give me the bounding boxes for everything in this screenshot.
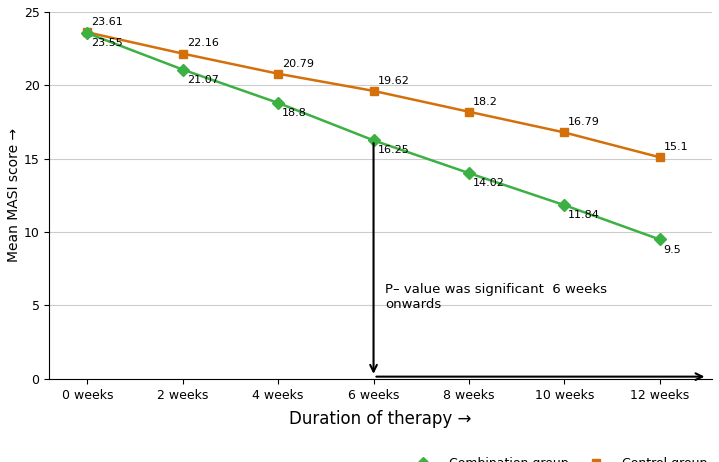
Text: 16.79: 16.79 xyxy=(568,117,600,128)
Text: 23.61: 23.61 xyxy=(91,17,123,27)
Text: 20.79: 20.79 xyxy=(282,59,314,68)
Text: 11.84: 11.84 xyxy=(568,210,600,220)
Text: 21.07: 21.07 xyxy=(187,75,219,85)
Text: 18.8: 18.8 xyxy=(282,108,307,118)
Y-axis label: Mean MASI score →: Mean MASI score → xyxy=(7,128,21,262)
Text: 23.55: 23.55 xyxy=(91,38,123,49)
Text: 9.5: 9.5 xyxy=(664,244,681,255)
Text: 22.16: 22.16 xyxy=(187,38,219,49)
Text: 18.2: 18.2 xyxy=(472,97,498,107)
X-axis label: Duration of therapy →: Duration of therapy → xyxy=(290,410,472,428)
Text: 19.62: 19.62 xyxy=(377,76,409,86)
Text: 15.1: 15.1 xyxy=(664,142,688,152)
Text: P– value was significant  6 weeks
onwards: P– value was significant 6 weeks onwards xyxy=(385,284,607,311)
Text: 14.02: 14.02 xyxy=(472,178,505,188)
Text: 16.25: 16.25 xyxy=(377,146,409,156)
Legend: Combination group, Control group: Combination group, Control group xyxy=(403,452,713,462)
